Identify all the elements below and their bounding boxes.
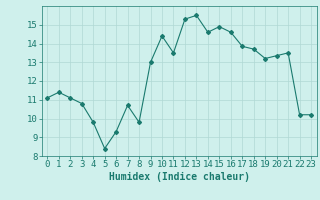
X-axis label: Humidex (Indice chaleur): Humidex (Indice chaleur) — [109, 172, 250, 182]
